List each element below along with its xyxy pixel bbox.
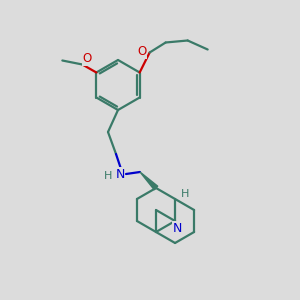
Text: H: H xyxy=(181,189,189,199)
Polygon shape xyxy=(140,172,158,190)
Text: O: O xyxy=(83,52,92,65)
Text: H: H xyxy=(104,171,112,181)
Text: O: O xyxy=(137,45,146,58)
Text: N: N xyxy=(115,167,125,181)
Text: N: N xyxy=(172,221,182,235)
